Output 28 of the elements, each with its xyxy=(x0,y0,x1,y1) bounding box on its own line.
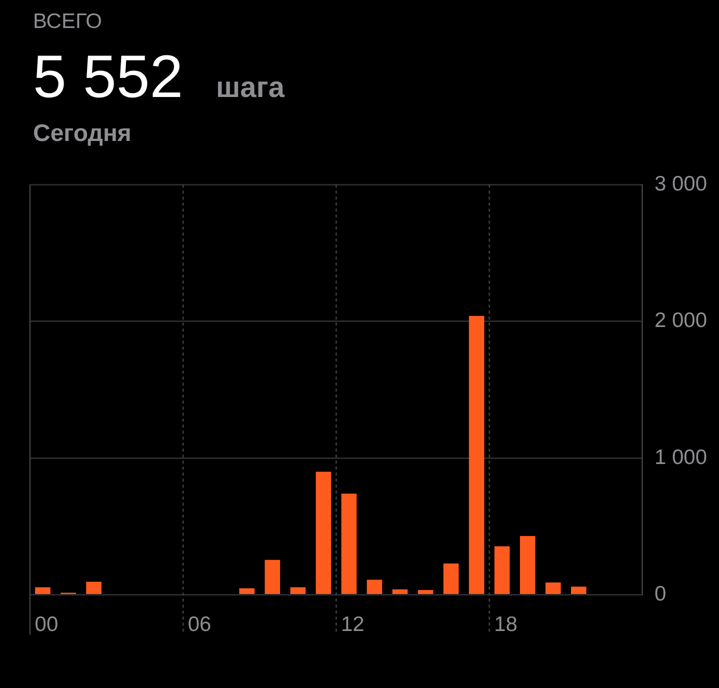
bar xyxy=(366,580,382,594)
bar xyxy=(418,590,434,594)
chart-subtitle: ВСЕГО xyxy=(33,10,102,34)
bar xyxy=(316,472,332,594)
bar xyxy=(341,494,357,594)
bar xyxy=(86,582,102,594)
x-tick-label: 00 xyxy=(34,613,58,636)
bar xyxy=(290,587,306,594)
bar xyxy=(35,587,50,594)
bar xyxy=(468,316,484,594)
bar xyxy=(239,588,255,594)
x-tick-label: 06 xyxy=(188,613,212,636)
x-tick-label: 18 xyxy=(494,613,518,636)
y-tick-label: 3 000 xyxy=(654,172,708,196)
y-tick-label: 1 000 xyxy=(654,446,708,469)
y-tick-label: 2 000 xyxy=(654,309,708,332)
bar xyxy=(494,546,510,594)
bar xyxy=(392,589,408,594)
chart-title: 5 552 xyxy=(33,42,184,112)
text: Сегодня xyxy=(33,120,132,148)
bar xyxy=(570,586,586,594)
text: шага xyxy=(216,72,285,105)
bar xyxy=(520,536,536,594)
bar xyxy=(264,560,280,594)
bar xyxy=(545,582,561,594)
y-tick-label: 0 xyxy=(654,582,666,606)
bar xyxy=(443,563,459,594)
x-tick-label: 12 xyxy=(340,613,364,636)
